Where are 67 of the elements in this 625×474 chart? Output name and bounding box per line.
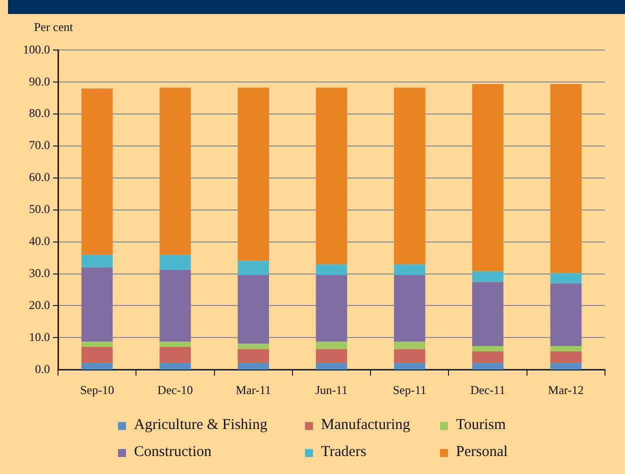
bar xyxy=(550,346,582,352)
y-tick-label: 10.0 xyxy=(29,330,50,344)
x-tick-label: Jun-11 xyxy=(315,382,348,397)
x-tick-label: Sep-10 xyxy=(80,382,114,397)
bar xyxy=(472,362,504,370)
y-tick-label: 20.0 xyxy=(29,298,50,312)
bar xyxy=(316,342,348,350)
y-tick-label: 40.0 xyxy=(29,234,50,248)
y-tick-label: 100.0 xyxy=(23,42,50,56)
bar xyxy=(316,264,348,275)
bar xyxy=(394,342,426,350)
bar xyxy=(316,362,348,370)
y-tick-label: 50.0 xyxy=(29,202,50,216)
legend-label: Manufacturing xyxy=(321,417,410,434)
bar xyxy=(160,254,191,270)
bar xyxy=(472,271,504,282)
bar xyxy=(550,283,582,346)
bar xyxy=(394,362,426,370)
bar xyxy=(550,362,582,370)
bar xyxy=(81,254,113,268)
x-tick-label: Dec-11 xyxy=(470,382,506,397)
bar xyxy=(81,362,113,370)
bar xyxy=(472,84,504,272)
bar xyxy=(472,346,504,352)
legend-label: Agriculture & Fishing xyxy=(134,417,268,434)
bar xyxy=(394,349,426,363)
bar xyxy=(238,344,269,350)
bar xyxy=(316,274,348,342)
x-tick-label: Dec-10 xyxy=(158,382,193,397)
bar xyxy=(81,342,113,347)
bar xyxy=(550,273,582,284)
y-tick-label: 80.0 xyxy=(29,106,50,120)
bar xyxy=(238,274,269,344)
bar xyxy=(160,88,191,255)
bar xyxy=(81,267,113,342)
bar xyxy=(160,342,191,347)
bar xyxy=(160,346,191,363)
y-tick-label: 90.0 xyxy=(29,74,50,88)
bar xyxy=(394,88,426,264)
bar xyxy=(238,88,269,261)
bar xyxy=(238,349,269,363)
legend-label: Construction xyxy=(134,444,212,461)
legend-label: Traders xyxy=(321,444,366,461)
legend-label: Personal xyxy=(456,444,508,461)
bar xyxy=(394,274,426,342)
bar xyxy=(550,351,582,363)
y-axis-title: Per cent xyxy=(34,20,73,35)
bar xyxy=(160,270,191,342)
bar xyxy=(238,260,269,275)
bar xyxy=(394,264,426,275)
x-tick-label: Sep-11 xyxy=(392,382,426,397)
y-tick-label: 70.0 xyxy=(29,138,50,152)
bar xyxy=(472,351,504,363)
bar xyxy=(160,362,191,370)
bar xyxy=(238,362,269,370)
bar xyxy=(316,349,348,363)
x-tick-label: Mar-12 xyxy=(548,382,584,397)
bar xyxy=(81,88,113,255)
x-tick-label: Mar-11 xyxy=(236,382,272,397)
y-tick-label: 0.0 xyxy=(35,362,50,376)
bar xyxy=(316,88,348,264)
y-tick-label: 60.0 xyxy=(29,170,50,184)
bar xyxy=(81,346,113,363)
bar xyxy=(550,84,582,274)
y-tick-label: 30.0 xyxy=(29,266,50,280)
legend-label: Tourism xyxy=(456,417,506,434)
bar xyxy=(472,282,504,346)
